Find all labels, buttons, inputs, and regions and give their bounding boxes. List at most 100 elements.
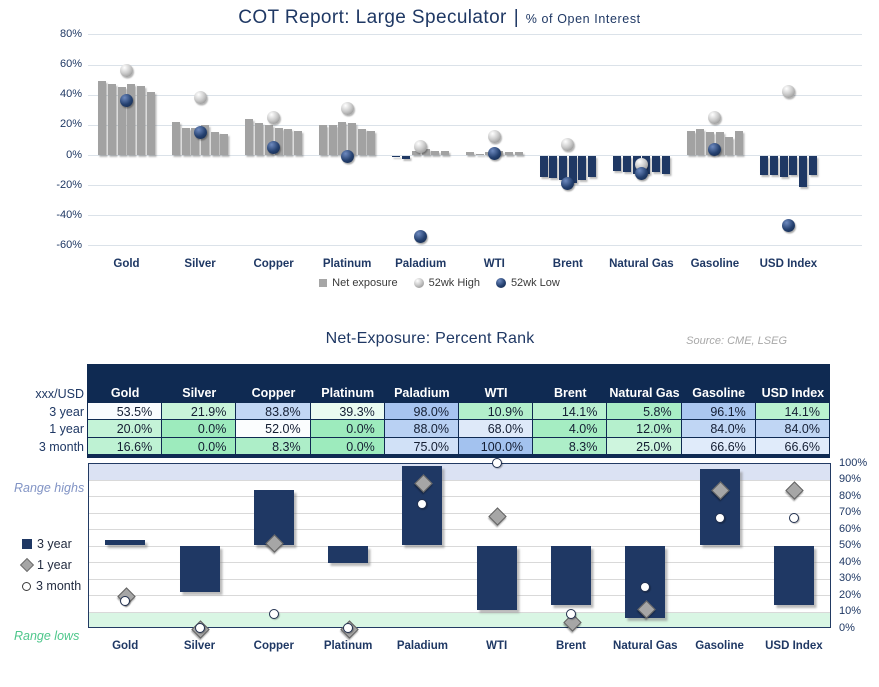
bottom-grid-line bbox=[89, 611, 830, 613]
net-exposure-bar bbox=[220, 133, 229, 155]
range-highs-label: Range highs bbox=[14, 481, 85, 495]
top-category-label: Gasoline bbox=[690, 258, 740, 270]
table-column-header: Brent bbox=[533, 364, 608, 403]
table-cell: 10.9% bbox=[459, 403, 534, 421]
table-cell: 75.0% bbox=[384, 437, 459, 455]
range-lows-label: Range lows bbox=[14, 629, 80, 643]
table-cell: 21.9% bbox=[162, 403, 237, 421]
net-exposure-bar bbox=[411, 150, 420, 155]
top-grid-line bbox=[88, 94, 862, 96]
bottom-chart-legend: 3 year 1 year 3 month bbox=[19, 537, 82, 593]
table-cell: 98.0% bbox=[384, 403, 459, 421]
bottom-category-label: Gasoline bbox=[695, 640, 744, 652]
top-y-tick-label: -20% bbox=[56, 178, 82, 191]
table-cell: 20.0% bbox=[88, 420, 163, 438]
net-exposure-bar bbox=[191, 127, 200, 155]
top-chart-title-main: COT Report: Large Speculator bbox=[238, 7, 507, 28]
three-month-marker bbox=[120, 595, 131, 606]
bottom-category-label: USD Index bbox=[765, 640, 823, 652]
table-cell: 83.8% bbox=[236, 403, 311, 421]
bottom-grid-line bbox=[89, 578, 830, 580]
net-exposure-bar bbox=[799, 155, 807, 188]
high-52wk-marker bbox=[193, 91, 207, 105]
top-category-label: Silver bbox=[184, 258, 216, 270]
three-month-marker bbox=[194, 623, 205, 633]
three-month-marker bbox=[714, 513, 725, 524]
legend-label: 3 month bbox=[36, 579, 82, 593]
bottom-y-tick-label: 80% bbox=[839, 489, 862, 502]
net-exposure-bar bbox=[558, 155, 567, 180]
table-cell: 0.0% bbox=[310, 420, 385, 438]
net-exposure-bar bbox=[210, 132, 219, 155]
top-grid-line bbox=[88, 185, 862, 187]
table-column-header: Copper bbox=[236, 364, 311, 403]
table-corner-label: xxx/USD bbox=[35, 387, 84, 401]
net-exposure-bar bbox=[181, 127, 190, 155]
net-exposure-bar bbox=[613, 155, 622, 171]
net-exposure-bar bbox=[293, 130, 302, 155]
table-cell: 39.3% bbox=[310, 403, 385, 421]
top-category-label: Gold bbox=[113, 258, 140, 270]
table-column-header: Gasoline bbox=[681, 364, 756, 403]
legend-item: Net exposure bbox=[319, 277, 398, 289]
table-cell: 84.0% bbox=[681, 420, 756, 438]
legend-item: 52wk High bbox=[413, 277, 480, 289]
table-cell: 66.6% bbox=[755, 437, 830, 455]
table-cell: 14.1% bbox=[755, 403, 830, 421]
net-exposure-bar bbox=[588, 155, 596, 177]
net-exposure-bar bbox=[466, 152, 474, 155]
top-grid-line bbox=[88, 34, 862, 36]
net-exposure-bar bbox=[539, 155, 548, 177]
net-exposure-bar bbox=[661, 155, 670, 174]
net-exposure-bar bbox=[367, 130, 376, 155]
table-column-header: Gold bbox=[88, 364, 163, 403]
bottom-grid-line bbox=[89, 545, 830, 547]
net-exposure-bar bbox=[779, 155, 788, 177]
bottom-category-label: Paladium bbox=[396, 640, 448, 652]
rank-range-bar bbox=[476, 545, 517, 610]
table-bottom-border bbox=[87, 454, 830, 458]
net-exposure-bar bbox=[504, 152, 513, 155]
legend-label: 3 year bbox=[37, 537, 72, 551]
net-exposure-bar bbox=[338, 121, 347, 155]
bottom-grid-line bbox=[89, 479, 830, 481]
top-y-tick-label: -40% bbox=[56, 208, 82, 221]
table-cell: 66.6% bbox=[681, 437, 756, 455]
net-exposure-bar bbox=[318, 124, 327, 155]
low-52wk-marker bbox=[340, 150, 354, 163]
net-exposure-bar bbox=[549, 155, 558, 179]
bottom-y-tick-label: 90% bbox=[839, 473, 862, 485]
high-52wk-marker bbox=[340, 101, 354, 115]
bottom-grid-line bbox=[89, 496, 830, 497]
legend-label: 52wk Low bbox=[510, 277, 560, 289]
net-exposure-bar bbox=[431, 150, 440, 155]
bottom-y-tick-label: 30% bbox=[839, 572, 862, 584]
bottom-y-tick-label: 50% bbox=[839, 539, 862, 551]
three-month-marker bbox=[491, 458, 502, 468]
three-month-marker bbox=[640, 581, 651, 592]
high-52wk-marker bbox=[708, 110, 722, 124]
net-exposure-bar bbox=[475, 153, 484, 155]
table-column-header: WTI bbox=[459, 364, 534, 403]
net-exposure-bar bbox=[264, 124, 273, 155]
three-month-marker bbox=[343, 623, 354, 633]
bottom-y-tick-label: 60% bbox=[839, 522, 862, 535]
table-row-label: 1 year bbox=[49, 422, 84, 437]
high-52wk-marker bbox=[120, 64, 133, 78]
bottom-y-tick-label: 40% bbox=[839, 555, 862, 568]
table-cell: 4.0% bbox=[533, 420, 608, 438]
three-month-marker bbox=[268, 609, 279, 620]
top-category-label: Platinum bbox=[322, 258, 372, 270]
low-52wk-marker bbox=[193, 125, 207, 139]
top-grid-line bbox=[88, 155, 862, 156]
sphere-navy-icon bbox=[495, 278, 506, 288]
top-y-tick-label: 20% bbox=[59, 118, 82, 131]
table-row-label: 3 month bbox=[38, 439, 84, 454]
net-exposure-bar bbox=[760, 155, 769, 176]
one-year-marker bbox=[488, 507, 507, 526]
bottom-y-tick-label: 100% bbox=[839, 456, 868, 469]
range-band bbox=[89, 463, 830, 480]
high-52wk-marker bbox=[487, 130, 501, 144]
table-cell: 100.0% bbox=[459, 437, 534, 455]
